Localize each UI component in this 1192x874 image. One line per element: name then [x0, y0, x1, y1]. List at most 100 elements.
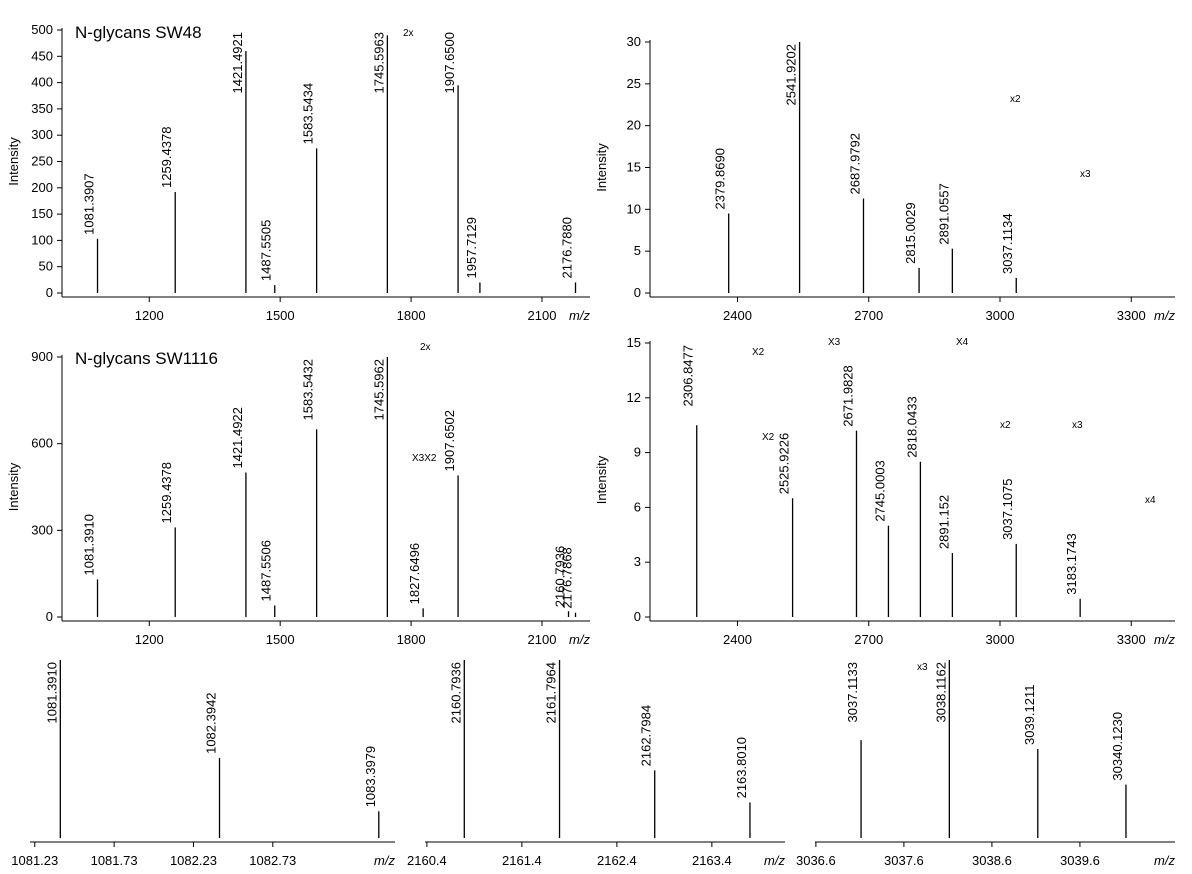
peak-label: 3039.1211 — [1022, 685, 1037, 746]
x-tick-label: 3000 — [986, 308, 1015, 323]
peak-label: 2671.9828 — [840, 365, 855, 426]
y-tick-label: 15 — [627, 335, 641, 350]
glycan-annotation: x3 — [1080, 169, 1091, 180]
x-tick-label: 1082.73 — [249, 853, 296, 868]
peak-label: 2176.7868 — [560, 547, 575, 608]
peak-label: 2176.7880 — [560, 217, 575, 278]
peak-label: 3038.1162 — [933, 662, 948, 723]
y-tick-label: 600 — [31, 436, 53, 451]
peak-label: 1081.3910 — [82, 514, 97, 575]
x-axis-label: m/z — [374, 853, 395, 868]
peak-label: 1421.4921 — [230, 32, 245, 93]
x-tick-label: 2163.4 — [692, 853, 732, 868]
peak-label: 3037.1134 — [1000, 213, 1015, 273]
x-tick-label: 1800 — [397, 632, 426, 647]
y-tick-label: 250 — [31, 154, 53, 169]
glycan-annotation: x2 — [1010, 94, 1021, 105]
peak-label: 2163.8010 — [734, 737, 749, 798]
glycan-annotation: X2 — [752, 347, 765, 358]
x-tick-label: 3300 — [1117, 308, 1146, 323]
peak-label: 1745.5963 — [371, 32, 386, 93]
y-tick-label: 50 — [39, 259, 53, 274]
peak-label: 1487.5505 — [259, 220, 274, 281]
peak-label: 1957.7129 — [464, 217, 479, 278]
panel-title: N-glycans SW48 — [75, 23, 202, 42]
x-tick-label: 3300 — [1117, 632, 1146, 647]
glycan-annotation: x3 — [1072, 420, 1083, 431]
glycan-annotation: X4 — [956, 337, 969, 348]
y-tick-label: 20 — [627, 118, 641, 133]
peak-label: 1421.4922 — [230, 407, 245, 468]
y-tick-label: 5 — [634, 243, 641, 258]
glycan-annotation: 2x — [420, 342, 431, 353]
peak-label: 1487.5506 — [259, 540, 274, 601]
peak-label: 1907.6502 — [442, 410, 457, 471]
y-axis-label: Intensity — [594, 455, 609, 504]
peak-label: 1583.5434 — [301, 83, 316, 144]
peak-label: 2161.7964 — [544, 662, 559, 723]
y-tick-label: 350 — [31, 101, 53, 116]
glycan-annotation: x3 — [917, 662, 928, 673]
x-axis-label: m/z — [1154, 853, 1175, 868]
peak-label: 2818.0433 — [904, 396, 919, 457]
y-tick-label: 450 — [31, 48, 53, 63]
x-tick-label: 2400 — [723, 308, 752, 323]
y-tick-label: 3 — [634, 554, 641, 569]
x-tick-label: 2160.4 — [407, 853, 447, 868]
y-tick-label: 6 — [634, 499, 641, 514]
y-tick-label: 9 — [634, 445, 641, 460]
y-tick-label: 12 — [627, 390, 641, 405]
y-axis-label: Intensity — [6, 137, 21, 186]
x-axis-label: m/z — [1154, 308, 1175, 323]
glycan-annotation: 2x — [403, 28, 414, 39]
peak-label: 1745.5962 — [371, 359, 386, 420]
x-tick-label: 1800 — [397, 308, 426, 323]
y-axis-label: Intensity — [6, 462, 21, 511]
peak-label: 2162.7984 — [639, 705, 654, 766]
y-tick-label: 900 — [31, 349, 53, 364]
y-tick-label: 0 — [634, 285, 641, 300]
peak-label: 1827.6496 — [407, 543, 422, 604]
y-tick-label: 10 — [627, 201, 641, 216]
peak-label: 2687.9792 — [847, 133, 862, 194]
x-tick-label: 2400 — [723, 632, 752, 647]
x-tick-label: 2700 — [854, 632, 883, 647]
peak-label: 1082.3942 — [204, 692, 219, 753]
x-tick-label: 3037.6 — [884, 853, 924, 868]
y-tick-label: 100 — [31, 232, 53, 247]
peak-label: 2160.7936 — [553, 546, 568, 607]
x-tick-label: 1500 — [266, 308, 295, 323]
glycan-annotation: x4 — [1145, 495, 1156, 506]
y-tick-label: 0 — [634, 609, 641, 624]
y-tick-label: 30 — [627, 34, 641, 49]
x-tick-label: 2162.4 — [597, 853, 637, 868]
peak-label: 2891.152 — [936, 495, 951, 549]
x-axis-label: m/z — [1154, 632, 1175, 647]
y-tick-label: 200 — [31, 180, 53, 195]
peak-label: 2745.0003 — [872, 460, 887, 521]
x-tick-label: 3038.6 — [972, 853, 1012, 868]
x-tick-label: 1200 — [135, 632, 164, 647]
peak-label: 2379.8690 — [713, 148, 728, 209]
x-axis-label: m/z — [764, 853, 785, 868]
glycan-annotation: X2 — [762, 432, 775, 443]
x-tick-label: 2100 — [528, 632, 557, 647]
peak-label: 2160.7936 — [448, 662, 463, 723]
x-tick-label: 3036.6 — [796, 853, 836, 868]
x-axis-label: m/z — [569, 632, 590, 647]
y-tick-label: 400 — [31, 75, 53, 90]
y-tick-label: 300 — [31, 127, 53, 142]
x-tick-label: 2161.4 — [502, 853, 542, 868]
x-tick-label: 2100 — [528, 308, 557, 323]
y-tick-label: 25 — [627, 76, 641, 91]
y-tick-label: 15 — [627, 160, 641, 175]
peak-label: 2541.9202 — [784, 44, 799, 105]
peak-label: 3037.1075 — [1000, 478, 1015, 539]
glycan-annotation: x2 — [1000, 420, 1011, 431]
peak-label: 2525.9226 — [777, 433, 792, 494]
peak-label: 1907.6500 — [442, 32, 457, 93]
peak-label: 1081.3910 — [44, 662, 59, 723]
x-tick-label: 1200 — [135, 308, 164, 323]
x-tick-label: 1081.73 — [91, 853, 138, 868]
